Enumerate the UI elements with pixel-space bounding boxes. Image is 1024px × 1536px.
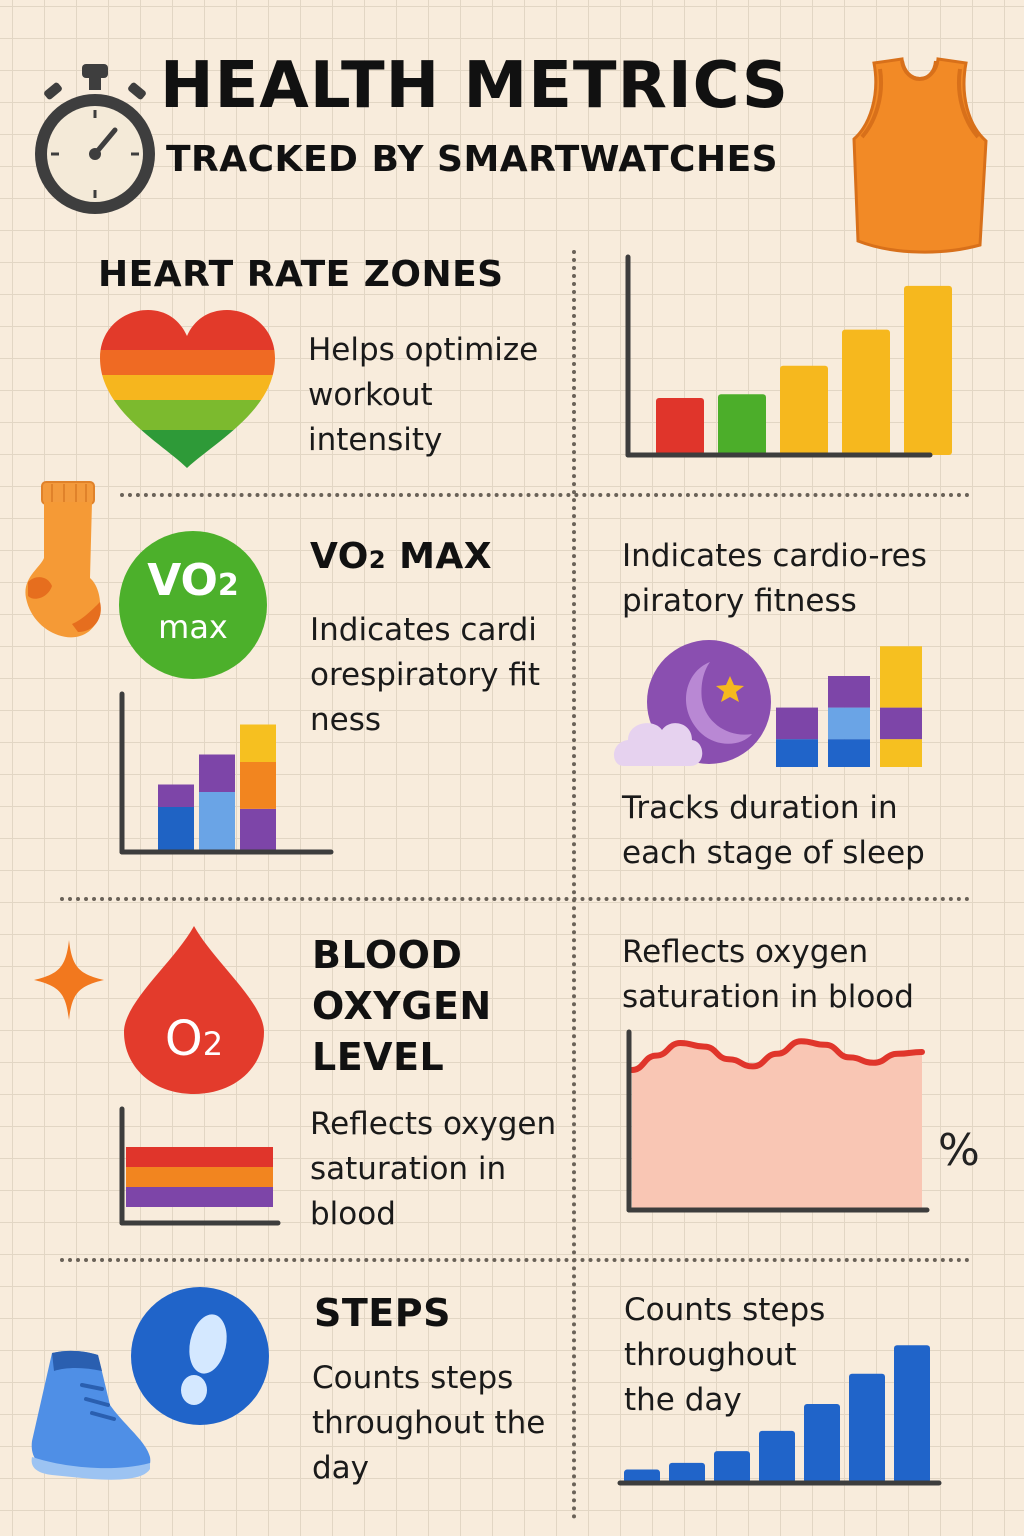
blood-drop-label-sub: 2: [202, 1025, 224, 1063]
divider-1: [120, 493, 970, 497]
bar: [714, 1451, 750, 1483]
vo2max-chart: [119, 691, 334, 855]
page-title: HEALTH METRICS: [160, 49, 789, 123]
heart-rate-chart: [625, 254, 952, 458]
area-fill: [632, 1041, 922, 1210]
bar: [804, 1404, 840, 1483]
vo2max-title-rest: MAX: [386, 536, 493, 577]
blood-oxygen-chart: [119, 1106, 281, 1226]
bar: [780, 365, 828, 455]
bar: [849, 1373, 885, 1483]
steps-description: Counts steps throughout the day: [312, 1360, 546, 1486]
bar-segment: [240, 724, 276, 762]
bar-segment: [828, 676, 870, 708]
bar: [669, 1462, 705, 1483]
vo2max-badge-icon: [119, 531, 267, 679]
vo2max-title: VO2 MAX: [310, 532, 570, 585]
bar-segment: [880, 707, 922, 740]
page-subtitle: TRACKED BY SMARTWATCHES: [166, 139, 779, 180]
divider-2: [60, 897, 970, 901]
blood-drop-label-main: O: [164, 1011, 203, 1067]
moon-cloud-icon: [613, 640, 771, 766]
footprint-icon: [131, 1287, 269, 1425]
stopwatch-icon: [35, 64, 155, 214]
sleep-stages-chart: [776, 646, 922, 767]
heart-rate-title: HEART RATE ZONES: [98, 254, 504, 295]
bar-segment: [158, 784, 194, 807]
oxygen-saturation-chart: [626, 1029, 930, 1213]
blood-oxygen-description: Reflects oxygen saturation in blood: [310, 1106, 557, 1232]
percent-unit: %: [938, 1125, 980, 1176]
bar: [656, 398, 704, 455]
blood-drop-label: O2: [124, 1012, 264, 1071]
vo2max-badge-sub: 2: [217, 568, 239, 603]
blood-oxygen-description-right: Reflects oxygen saturation in blood: [622, 934, 914, 1015]
bar: [624, 1469, 660, 1483]
vo2max-description: Indicates cardiorespiratory fitness: [310, 612, 541, 738]
bar-segment: [199, 754, 235, 792]
bar-segment: [776, 707, 818, 740]
vo2max-badge-main: VO: [147, 555, 218, 606]
sleep-description-top: Indicates cardio-respiratory fitness: [622, 538, 927, 619]
bar: [894, 1345, 930, 1483]
sleep-description-bottom: Tracks duration in each stage of sleep: [622, 790, 925, 871]
bar-segment: [828, 739, 870, 767]
steps-chart: [617, 1345, 942, 1486]
bar-segment: [828, 707, 870, 740]
bar: [718, 394, 766, 455]
vertical-divider: [572, 250, 576, 1520]
heart-icon: [100, 310, 275, 468]
steps-title: STEPS: [314, 1291, 451, 1335]
tank-top-icon: [852, 57, 988, 254]
band: [126, 1147, 273, 1167]
blood-oxygen-title: BLOOD OXYGEN LEVEL: [312, 933, 492, 1079]
bar: [842, 329, 890, 455]
bar-segment: [880, 739, 922, 767]
vo2max-badge-text: VO2 max: [118, 555, 268, 646]
vo2max-title-main: VO: [310, 536, 369, 577]
vo2max-badge-bottom: max: [158, 608, 228, 646]
bar-segment: [158, 807, 194, 852]
bar-segment: [240, 808, 276, 852]
blood-drop-icon: [124, 926, 264, 1094]
bar-segment: [240, 762, 276, 809]
sneaker-icon: [31, 1350, 151, 1480]
bar-segment: [199, 792, 235, 852]
sock-icon: [25, 481, 101, 638]
vo2max-title-sub: 2: [368, 546, 387, 574]
band: [126, 1187, 273, 1207]
bar-segment: [776, 739, 818, 767]
sparkle-icon: [34, 940, 104, 1020]
bar-segment: [880, 646, 922, 708]
series-line: [629, 1038, 925, 1073]
bar: [904, 285, 952, 455]
heart-rate-description: Helps optimize workout intensity: [308, 332, 539, 458]
bar: [759, 1430, 795, 1483]
divider-3: [60, 1258, 970, 1262]
band: [126, 1167, 273, 1187]
steps-description-right: Counts steps throughout the day: [624, 1292, 826, 1418]
